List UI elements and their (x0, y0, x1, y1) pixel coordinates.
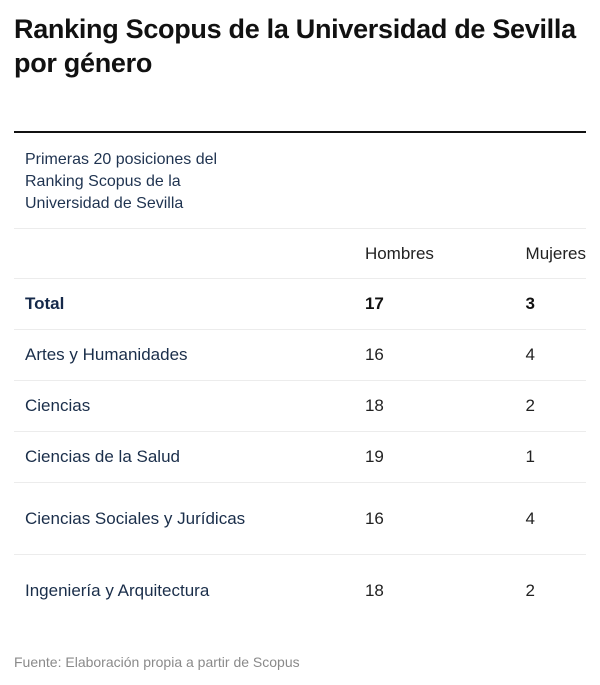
table-caption: Primeras 20 posiciones del Ranking Scopu… (25, 151, 218, 212)
row-label: Ciencias de la Salud (25, 447, 180, 466)
row-mujeres: 4 (525, 345, 535, 364)
table-row: Ciencias Sociales y Jurídicas 16 4 (14, 482, 586, 555)
row-label: Ciencias (25, 396, 91, 415)
row-label: Ingeniería y Arquitectura (25, 580, 210, 600)
title-divider (14, 131, 586, 133)
table-header-row: Hombres Mujeres (14, 228, 586, 279)
row-hombres: 16 (364, 508, 384, 528)
row-mujeres: 2 (525, 396, 535, 415)
row-hombres: 18 (364, 580, 384, 600)
row-hombres: 17 (364, 294, 384, 313)
row-mujeres: 3 (525, 294, 535, 313)
row-hombres: 16 (364, 345, 384, 364)
header-category (14, 229, 365, 279)
source-note: Fuente: Elaboración propia a partir de S… (14, 654, 300, 670)
table-row: Ciencias de la Salud 19 1 (14, 431, 586, 483)
row-mujeres: 1 (525, 447, 535, 466)
header-mujeres: Mujeres (525, 243, 586, 263)
row-hombres: 18 (364, 396, 384, 415)
row-label: Ciencias Sociales y Jurídicas (25, 508, 246, 528)
row-mujeres: 2 (525, 580, 535, 600)
table-row: Ciencias 18 2 (14, 380, 586, 432)
table-row: Artes y Humanidades 16 4 (14, 329, 586, 381)
row-hombres: 19 (364, 447, 384, 466)
table-row-total: Total 17 3 (14, 278, 586, 330)
header-hombres: Hombres (364, 243, 434, 263)
row-mujeres: 4 (525, 508, 535, 528)
table-row: Ingeniería y Arquitectura 18 2 (14, 554, 586, 627)
row-label: Total (25, 294, 65, 313)
ranking-table: Hombres Mujeres Total 17 3 Artes y Human… (14, 228, 586, 627)
row-label: Artes y Humanidades (25, 345, 188, 364)
chart-title: Ranking Scopus de la Universidad de Sevi… (14, 14, 576, 78)
